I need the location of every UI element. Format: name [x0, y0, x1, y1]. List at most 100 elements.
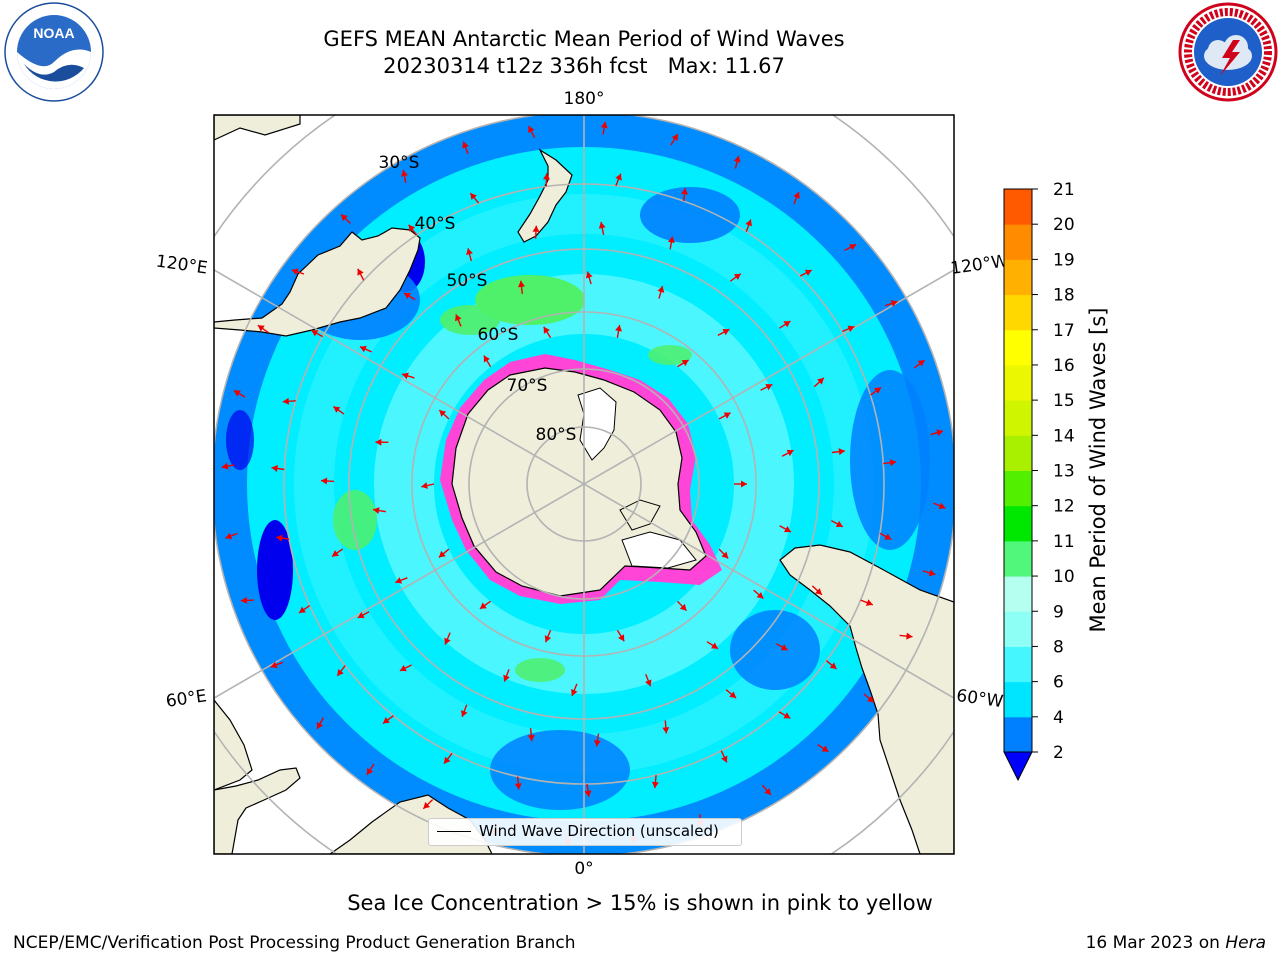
- wind-arrow-head: [470, 193, 477, 200]
- colorbar-title: Mean Period of Wind Waves [s]: [1086, 307, 1110, 633]
- noaa-logo-text: NOAA: [33, 25, 74, 41]
- colorbar-tick-label: 17: [1053, 321, 1075, 341]
- wind-arrow-head: [455, 314, 462, 322]
- wind-arrow-head: [401, 170, 408, 177]
- colorbar-band: [1004, 435, 1032, 471]
- wind-arrow-head: [786, 449, 794, 457]
- colorbar-band: [1004, 505, 1032, 542]
- wind-arrow-head: [444, 637, 451, 645]
- wind-arrow-field: [221, 121, 946, 847]
- wind-arrow-head: [257, 325, 265, 332]
- lon-label-0: 0°: [574, 859, 593, 879]
- footer-credit: NCEP/EMC/Verification Post Processing Pr…: [13, 933, 576, 953]
- colorbar-band: [1004, 224, 1032, 260]
- wind-arrow-head: [733, 273, 741, 280]
- colorbar-tick-label: 10: [1053, 567, 1075, 587]
- wind-arrow-head: [765, 384, 773, 391]
- wind-arrow-head: [461, 710, 468, 717]
- colorbar-band: [1004, 576, 1032, 612]
- wind-arrow-head: [936, 429, 943, 437]
- wind-arrow-head: [662, 727, 670, 734]
- wind-arrow-head: [615, 173, 622, 181]
- wind-arrow-head: [585, 271, 593, 279]
- nws-logo: [1178, 2, 1278, 102]
- wind-arrow-head: [867, 695, 874, 703]
- wind-arrow-head: [233, 390, 241, 397]
- wind-arrow-head: [462, 141, 469, 149]
- wind-arrow-head: [884, 533, 892, 540]
- colorbar-band: [1004, 470, 1032, 507]
- wind-arrow-head: [421, 482, 428, 489]
- caption: Sea Ice Concentration > 15% is shown in …: [347, 891, 933, 915]
- map-legend: Wind Wave Direction (unscaled): [428, 818, 742, 846]
- colorbar-tick-label: 8: [1053, 637, 1064, 657]
- ice-shelf-ross: [577, 387, 617, 461]
- colorbar-tick-label: 15: [1053, 391, 1075, 411]
- wind-arrow-head: [756, 592, 764, 599]
- wind-arrow-head: [733, 155, 741, 163]
- wind-arrow-head: [383, 717, 390, 724]
- wind-arrow-head: [618, 634, 625, 642]
- wind-arrow-head: [764, 788, 771, 795]
- wind-arrow-head: [804, 269, 812, 276]
- wind-arrow-head: [316, 722, 323, 729]
- footer-date: 16 Mar 2023 on Hera: [1086, 933, 1266, 953]
- wind-arrow-head: [571, 689, 578, 696]
- wind-arrow-head: [321, 477, 328, 485]
- wind-arrow-head: [333, 406, 341, 413]
- colorbar-tick-label: 20: [1053, 215, 1075, 235]
- colorbar-tick-label: 4: [1053, 708, 1064, 728]
- wind-arrow-head: [671, 134, 678, 141]
- wind-arrow-head: [423, 802, 431, 809]
- colorbar-tick-label: 13: [1053, 462, 1075, 482]
- lat-label-60s: 60°S: [478, 325, 519, 345]
- lon-label-180: 180°: [564, 89, 605, 109]
- wind-arrow-head: [745, 219, 752, 227]
- wind-arrow-head: [906, 632, 913, 640]
- wind-arrow-head: [584, 790, 592, 797]
- lon-label-120w: 120°W: [949, 251, 1009, 279]
- colorbar-band: [1004, 189, 1032, 225]
- wind-arrow-head: [408, 224, 416, 232]
- lat-label-70s: 70°S: [507, 376, 548, 396]
- map-frame: [213, 114, 955, 855]
- colorbar-band: [1004, 294, 1032, 331]
- wind-arrow-head: [741, 480, 747, 488]
- wind-arrow-head: [466, 248, 473, 255]
- land-mass-australia: [214, 227, 421, 337]
- lat-label-30s: 30°S: [379, 153, 420, 173]
- noaa-logo: NOAA: [4, 2, 104, 102]
- wind-arrow-head: [311, 330, 319, 337]
- wind-arrow-head: [600, 121, 608, 129]
- wind-arrow-head: [532, 225, 540, 232]
- wind-arrow-head: [543, 173, 550, 180]
- wind-arrow-head: [890, 300, 898, 307]
- colorbar-band: [1004, 364, 1032, 401]
- land-mass-australia-north: [214, 115, 301, 141]
- wind-arrow-head: [357, 612, 365, 619]
- colorbar-tick-label: 2: [1053, 743, 1064, 763]
- wind-arrow-head: [681, 360, 689, 367]
- footer-host: Hera: [1225, 933, 1266, 953]
- wind-arrow-head: [341, 214, 348, 222]
- legend-line-swatch: [437, 831, 471, 832]
- colorbar-under-extension: [1003, 751, 1033, 782]
- wind-arrow-head: [299, 606, 306, 613]
- wind-arrow-head: [849, 244, 857, 251]
- wind-arrow-head: [438, 550, 446, 558]
- footer-date-text: 16 Mar 2023 on: [1085, 933, 1226, 953]
- wind-arrow-head: [291, 268, 299, 276]
- colorbar-tick-label: 18: [1053, 286, 1075, 306]
- wind-arrow-head: [543, 326, 550, 334]
- colorbar-tick-label: 21: [1053, 180, 1075, 200]
- wind-arrow-head: [337, 669, 344, 676]
- lon-label-120e: 120°E: [155, 252, 209, 279]
- wind-arrow-head: [225, 532, 233, 540]
- wind-arrow-head: [889, 459, 897, 467]
- colorbar-band: [1004, 681, 1032, 718]
- colorbar-band: [1004, 540, 1032, 577]
- wind-arrow-head: [722, 329, 730, 336]
- wind-arrow-head: [721, 755, 728, 763]
- wind-arrow-head: [821, 745, 829, 752]
